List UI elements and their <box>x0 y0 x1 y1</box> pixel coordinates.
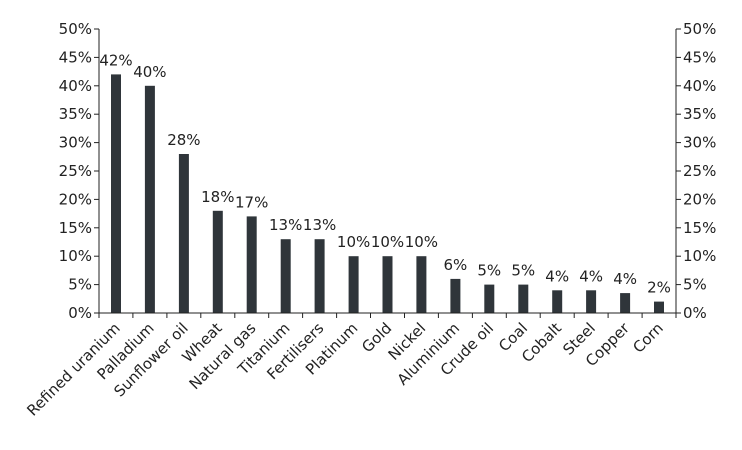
y-tick-label-right: 10% <box>683 247 716 265</box>
y-tick-label-left: 35% <box>59 105 92 123</box>
bar-value-label: 40% <box>133 63 166 81</box>
bar <box>382 256 393 313</box>
bar <box>416 256 427 313</box>
y-tick-label-left: 0% <box>68 304 92 322</box>
bar-value-label: 4% <box>545 267 569 285</box>
bar <box>178 154 189 313</box>
y-tick-label-right: 5% <box>683 276 707 294</box>
bar-value-label: 5% <box>477 262 501 280</box>
bar <box>620 293 631 313</box>
bar-value-label: 4% <box>613 270 637 288</box>
bar <box>552 290 563 313</box>
bar-value-label: 6% <box>444 256 468 274</box>
bar-value-label: 10% <box>371 233 404 251</box>
y-tick-label-right: 45% <box>683 48 716 66</box>
bar-value-label: 10% <box>337 233 370 251</box>
y-tick-label-left: 40% <box>59 77 92 95</box>
bar <box>518 284 529 313</box>
bar <box>348 256 359 313</box>
bar-value-label: 10% <box>405 233 438 251</box>
bar <box>280 239 291 313</box>
bar-value-label: 42% <box>99 51 132 69</box>
y-tick-label-right: 35% <box>683 105 716 123</box>
bar-value-label: 2% <box>647 279 671 297</box>
bar <box>450 278 461 313</box>
bar <box>484 284 495 313</box>
y-tick-label-right: 30% <box>683 134 716 152</box>
bar-value-label: 13% <box>269 216 302 234</box>
y-tick-label-right: 50% <box>683 20 716 38</box>
y-tick-label-right: 20% <box>683 190 716 208</box>
y-tick-label-left: 25% <box>59 162 92 180</box>
category-label: Corn <box>629 319 667 357</box>
bar-value-label: 4% <box>579 267 603 285</box>
bar-value-label: 18% <box>201 188 234 206</box>
data-labels: 42%40%28%18% 17%13% 13%10% 10% 10%6% 5% 5% 4% 4%… <box>99 51 671 296</box>
y-tick-label-left: 50% <box>59 20 92 38</box>
y-tick-label-left: 20% <box>59 190 92 208</box>
y-tick-label-right: 0% <box>683 304 707 322</box>
bar <box>246 216 257 313</box>
bar <box>144 85 155 313</box>
y-tick-label-right: 15% <box>683 219 716 237</box>
y-tick-label-right: 25% <box>683 162 716 180</box>
y-tick-label-left: 30% <box>59 134 92 152</box>
bar-value-label: 5% <box>511 262 535 280</box>
y-axis-left: 0% 5% 10% 15% 20% 25% 30% 35% 40% 45% 50% <box>59 20 100 322</box>
bar <box>654 301 664 313</box>
y-tick-label-left: 10% <box>59 247 92 265</box>
bar-value-label: 17% <box>235 193 268 211</box>
y-tick-label-left: 45% <box>59 48 92 66</box>
y-axis-right: 0% 5% 10% 15% 20% 25% 30% 35% 40% 45% 50% <box>675 20 716 322</box>
bar <box>586 290 597 313</box>
bar-value-label: 28% <box>167 131 200 149</box>
bar <box>111 74 121 314</box>
y-tick-label-left: 15% <box>59 219 92 237</box>
bar-value-label: 13% <box>303 216 336 234</box>
y-tick-label-left: 5% <box>68 276 92 294</box>
bar <box>314 239 325 313</box>
y-tick-label-right: 40% <box>683 77 716 95</box>
bars <box>111 74 664 314</box>
bar <box>212 210 223 313</box>
